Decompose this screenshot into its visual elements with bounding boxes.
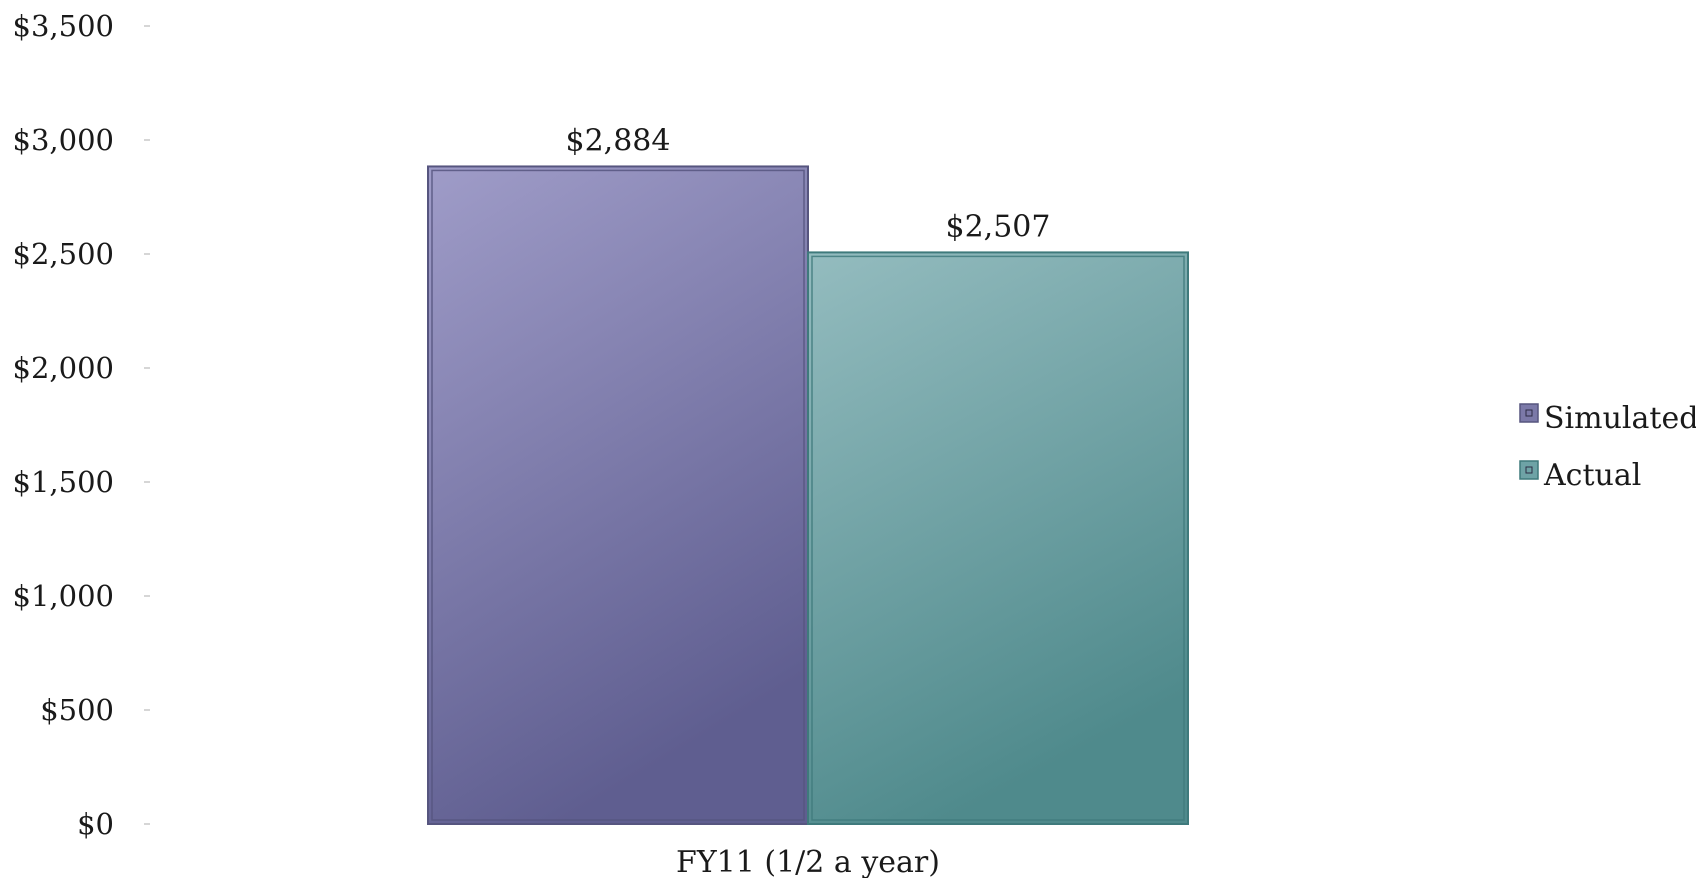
data-labels: $2,884 $2,507	[566, 123, 1051, 244]
bars	[427, 165, 1189, 826]
legend-swatch-inner-simulated	[1525, 409, 1533, 417]
legend-label-actual: Actual	[1543, 458, 1641, 493]
data-label-actual: $2,507	[946, 209, 1051, 244]
y-axis: $0 $500 $1,000 $1,500 $2,000 $2,500 $3,000 $3,5…	[13, 9, 150, 841]
legend-swatch-simulated	[1519, 403, 1539, 423]
legend-swatch-actual	[1519, 460, 1539, 480]
y-tick-label: $1,500	[13, 465, 114, 499]
y-tick-label: $1,000	[13, 579, 114, 613]
y-tick-label: $2,000	[13, 351, 114, 385]
y-tick-label: $500	[40, 693, 114, 727]
bar-actual-inner-border	[811, 255, 1185, 821]
legend: Simulated Actual	[1519, 401, 1696, 493]
x-axis: FY11 (1/2 a year)	[676, 845, 940, 878]
y-tick-label: $2,500	[13, 237, 114, 271]
y-tick-label: $0	[77, 807, 114, 841]
y-tick-label: $3,000	[13, 123, 114, 157]
y-tick-label: $3,500	[13, 9, 114, 43]
legend-label-simulated: Simulated	[1544, 401, 1696, 436]
legend-swatch-inner-actual	[1525, 466, 1533, 474]
x-category-label: FY11 (1/2 a year)	[676, 845, 940, 878]
bar-simulated	[427, 165, 809, 825]
bar-actual	[807, 251, 1189, 826]
bar-simulated-inner-border	[431, 169, 805, 821]
data-label-simulated: $2,884	[566, 123, 671, 158]
